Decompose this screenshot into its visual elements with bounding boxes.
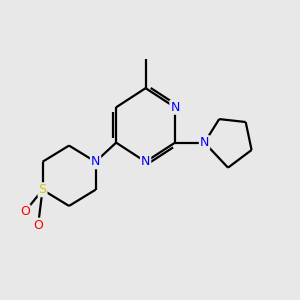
Text: N: N [200,136,209,149]
Text: N: N [91,155,100,168]
Text: O: O [20,205,30,218]
Text: O: O [33,219,43,232]
Text: N: N [141,155,150,168]
Text: N: N [170,101,180,114]
Text: S: S [38,183,46,196]
